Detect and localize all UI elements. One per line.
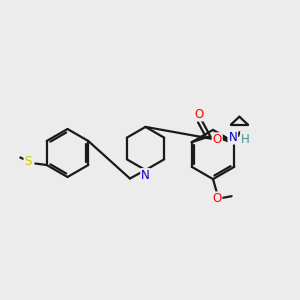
Text: O: O [213, 133, 222, 146]
Text: N: N [141, 169, 150, 182]
Text: H: H [241, 133, 250, 146]
Text: O: O [212, 192, 221, 206]
Text: S: S [24, 154, 32, 168]
Text: O: O [194, 107, 203, 121]
Text: N: N [228, 130, 237, 144]
